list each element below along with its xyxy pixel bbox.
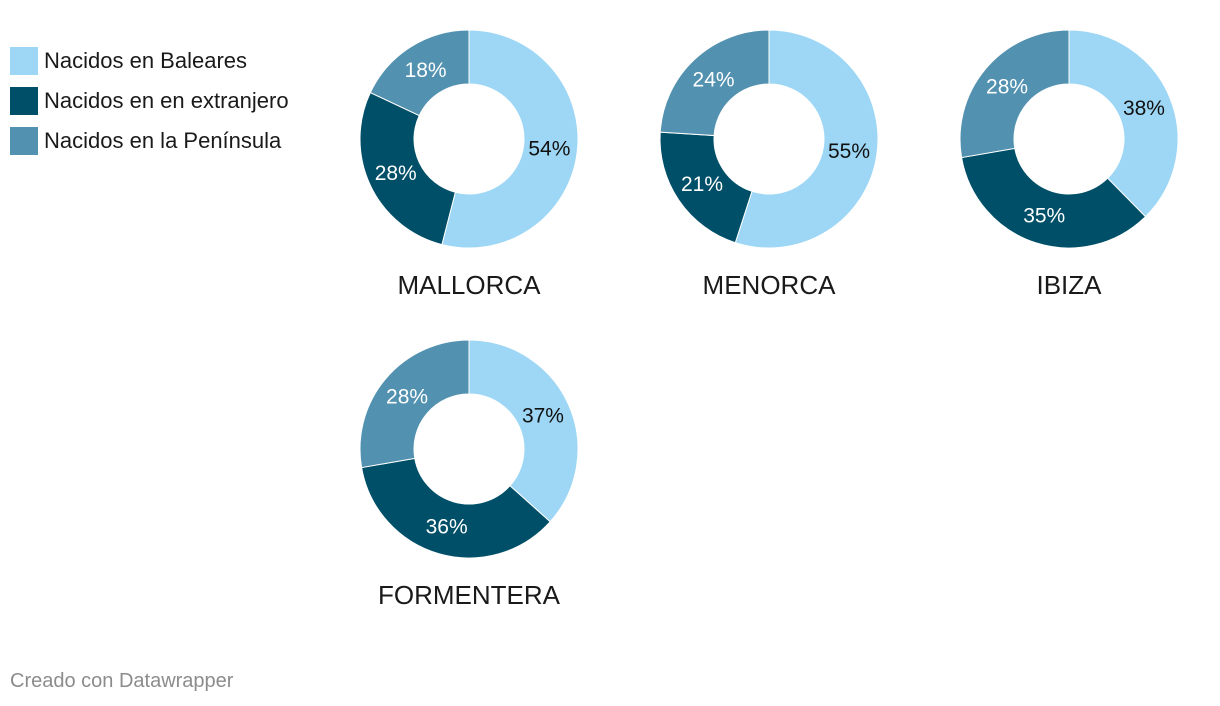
footer-credit: Creado con Datawrapper — [10, 670, 234, 692]
legend-swatch-peninsula — [10, 127, 38, 155]
legend-swatch-baleares — [10, 47, 38, 75]
slice-label-ibiza-2: 28% — [986, 75, 1028, 98]
donut-mallorca: 54% 28% 18% MALLORCA — [359, 29, 579, 300]
legend: Nacidos en Baleares Nacidos en en extran… — [10, 41, 289, 161]
chart-title-ibiza: IBIZA — [1036, 270, 1102, 300]
slice-mallorca-0 — [441, 29, 579, 249]
legend-item-peninsula: Nacidos en la Península — [10, 121, 289, 161]
legend-swatch-extranjero — [10, 87, 38, 115]
slice-label-mallorca-1: 28% — [375, 162, 417, 185]
slice-label-formentera-2: 28% — [386, 385, 428, 408]
slice-formentera-0 — [468, 339, 579, 523]
slice-mallorca-2 — [369, 29, 470, 117]
slice-ibiza-2 — [959, 29, 1070, 159]
legend-label-peninsula: Nacidos en la Península — [44, 128, 282, 153]
donut-menorca: 55% 21% 24% MENORCA — [659, 29, 879, 300]
slice-label-mallorca-0: 54% — [528, 138, 570, 161]
slice-label-ibiza-0: 38% — [1123, 97, 1165, 120]
chart-title-mallorca: MALLORCA — [397, 270, 541, 300]
slice-menorca-1 — [659, 131, 753, 244]
legend-label-extranjero: Nacidos en en extranjero — [44, 88, 289, 113]
slice-label-formentera-1: 36% — [426, 515, 468, 538]
slice-mallorca-1 — [359, 91, 456, 246]
legend-label-baleares: Nacidos en Baleares — [44, 48, 248, 73]
slice-label-menorca-2: 24% — [693, 68, 735, 91]
chart-title-formentera: FORMENTERA — [378, 580, 561, 610]
donut-formentera: 37% 36% 28% FORMENTERA — [359, 339, 579, 610]
donut-ibiza: 38% 35% 28% IBIZA — [959, 29, 1179, 300]
slice-label-ibiza-1: 35% — [1023, 205, 1065, 228]
slice-label-mallorca-2: 18% — [405, 59, 447, 82]
legend-item-extranjero: Nacidos en en extranjero — [10, 81, 289, 121]
slice-ibiza-1 — [961, 147, 1147, 249]
slice-menorca-0 — [734, 29, 879, 249]
slice-label-formentera-0: 37% — [522, 404, 564, 427]
slice-label-menorca-1: 21% — [681, 173, 723, 196]
slice-label-menorca-0: 55% — [828, 140, 870, 163]
slice-formentera-2 — [359, 339, 470, 469]
chart-title-menorca: MENORCA — [703, 270, 837, 300]
slice-ibiza-0 — [1068, 29, 1179, 218]
slice-menorca-2 — [659, 29, 770, 137]
legend-item-baleares: Nacidos en Baleares — [10, 41, 289, 81]
slice-formentera-1 — [361, 457, 551, 559]
